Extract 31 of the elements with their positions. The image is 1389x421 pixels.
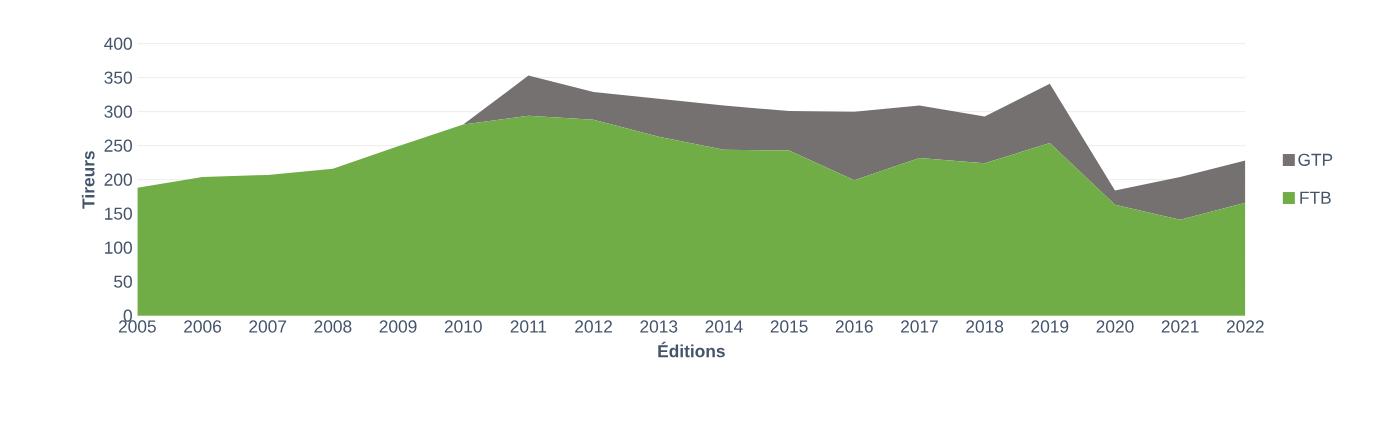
x-tick-label: 2013 [640,320,678,333]
y-tick-label: 0 [123,309,132,322]
x-tick-label: 2014 [705,320,743,333]
y-tick-label: 350 [104,71,132,84]
legend-label: FTB [1300,191,1331,204]
y-tick-label: 250 [104,139,132,152]
x-tick-label: 2022 [1226,320,1264,333]
x-tick-label: 2019 [1031,320,1069,333]
y-tick-label: 300 [104,105,132,118]
y-tick-label: 150 [105,207,132,220]
x-tick-label: 2005 [118,320,156,333]
x-axis-title: Éditions [658,341,725,358]
x-tick-label: 2015 [770,320,808,333]
x-tick-label: 2006 [184,320,222,333]
y-tick-label: 100 [105,241,132,254]
x-tick-label: 2010 [444,320,482,333]
y-tick-label: 200 [104,173,132,186]
legend-label: GTP [1298,153,1333,166]
x-tick-label: 2012 [575,320,612,333]
x-tick-label: 2020 [1096,320,1134,333]
x-tick-label: 2018 [966,320,1004,333]
x-tick-label: 2008 [314,320,352,333]
x-tick-label: 2016 [835,320,873,333]
x-tick-label: 2017 [901,320,938,333]
x-tick-label: 2021 [1161,320,1199,333]
y-axis-title: Tireurs [81,151,95,209]
y-tick-label: 50 [114,275,132,288]
x-tick-label: 2007 [249,320,287,333]
x-tick-label: 2009 [379,320,417,333]
x-tick-label: 2011 [510,320,547,333]
y-tick-label: 400 [104,37,132,50]
